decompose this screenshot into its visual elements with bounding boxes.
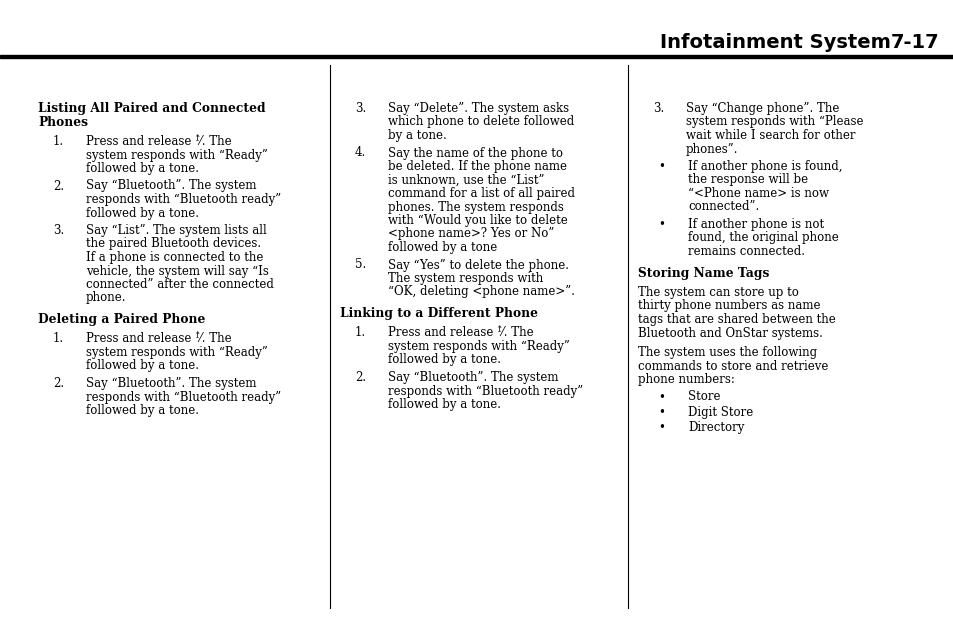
Text: •: • xyxy=(658,160,664,173)
Text: 1.: 1. xyxy=(53,135,64,148)
Text: by a tone.: by a tone. xyxy=(388,129,446,142)
Text: 3.: 3. xyxy=(53,224,64,237)
Text: phones”.: phones”. xyxy=(685,142,738,156)
Text: Deleting a Paired Phone: Deleting a Paired Phone xyxy=(38,313,205,326)
Text: command for a list of all paired: command for a list of all paired xyxy=(388,187,575,200)
Text: Say “Delete”. The system asks: Say “Delete”. The system asks xyxy=(388,102,569,115)
Text: Say “Bluetooth”. The system: Say “Bluetooth”. The system xyxy=(86,179,256,193)
Text: followed by a tone.: followed by a tone. xyxy=(86,162,199,175)
Text: found, the original phone: found, the original phone xyxy=(687,232,838,244)
Text: Say the name of the phone to: Say the name of the phone to xyxy=(388,147,562,160)
Text: phone.: phone. xyxy=(86,292,127,304)
Text: Say “List”. The system lists all: Say “List”. The system lists all xyxy=(86,224,267,237)
Text: Store: Store xyxy=(687,390,720,403)
Text: vehicle, the system will say “Is: vehicle, the system will say “Is xyxy=(86,265,269,278)
Text: Infotainment System: Infotainment System xyxy=(659,33,890,52)
Text: 2.: 2. xyxy=(53,179,64,193)
Text: Storing Name Tags: Storing Name Tags xyxy=(638,267,768,279)
Text: followed by a tone.: followed by a tone. xyxy=(86,404,199,417)
Text: Linking to a Different Phone: Linking to a Different Phone xyxy=(339,307,537,320)
Text: •: • xyxy=(658,218,664,231)
Text: 7-17: 7-17 xyxy=(889,33,938,52)
Text: 4.: 4. xyxy=(355,147,366,160)
Text: Press and release ⅟̀. The: Press and release ⅟̀. The xyxy=(388,327,533,339)
Text: followed by a tone.: followed by a tone. xyxy=(388,353,500,366)
Text: system responds with “Please: system responds with “Please xyxy=(685,115,862,128)
Text: If another phone is found,: If another phone is found, xyxy=(687,160,841,173)
Text: connected”.: connected”. xyxy=(687,200,759,214)
Text: tags that are shared between the: tags that are shared between the xyxy=(638,313,835,326)
Text: 2.: 2. xyxy=(53,377,64,390)
Text: responds with “Bluetooth ready”: responds with “Bluetooth ready” xyxy=(86,193,281,206)
Text: <phone name>? Yes or No”: <phone name>? Yes or No” xyxy=(388,228,554,241)
Text: •: • xyxy=(658,406,664,419)
Text: thirty phone numbers as name: thirty phone numbers as name xyxy=(638,299,820,313)
Text: 2.: 2. xyxy=(355,371,366,384)
Text: connected” after the connected: connected” after the connected xyxy=(86,278,274,291)
Text: “OK, deleting <phone name>”.: “OK, deleting <phone name>”. xyxy=(388,285,575,299)
Text: If a phone is connected to the: If a phone is connected to the xyxy=(86,251,263,264)
Text: Bluetooth and OnStar systems.: Bluetooth and OnStar systems. xyxy=(638,327,822,339)
Text: with “Would you like to delete: with “Would you like to delete xyxy=(388,214,567,227)
Text: followed by a tone.: followed by a tone. xyxy=(86,359,199,373)
Text: followed by a tone.: followed by a tone. xyxy=(86,207,199,219)
Text: be deleted. If the phone name: be deleted. If the phone name xyxy=(388,160,566,173)
Text: the response will be: the response will be xyxy=(687,174,807,186)
Text: followed by a tone: followed by a tone xyxy=(388,241,497,254)
Text: is unknown, use the “List”: is unknown, use the “List” xyxy=(388,174,544,186)
Text: Say “Yes” to delete the phone.: Say “Yes” to delete the phone. xyxy=(388,258,568,272)
Text: Say “Bluetooth”. The system: Say “Bluetooth”. The system xyxy=(388,371,558,384)
Text: system responds with “Ready”: system responds with “Ready” xyxy=(388,340,569,353)
Text: followed by a tone.: followed by a tone. xyxy=(388,398,500,411)
Text: •: • xyxy=(658,422,664,434)
Text: Say “Bluetooth”. The system: Say “Bluetooth”. The system xyxy=(86,377,256,390)
Text: responds with “Bluetooth ready”: responds with “Bluetooth ready” xyxy=(388,385,582,397)
Text: the paired Bluetooth devices.: the paired Bluetooth devices. xyxy=(86,237,261,251)
Text: •: • xyxy=(658,390,664,403)
Text: system responds with “Ready”: system responds with “Ready” xyxy=(86,149,268,161)
Text: 1.: 1. xyxy=(53,332,64,346)
Text: Digit Store: Digit Store xyxy=(687,406,753,419)
Text: Press and release ⅟̀. The: Press and release ⅟̀. The xyxy=(86,135,232,148)
Text: wait while I search for other: wait while I search for other xyxy=(685,129,855,142)
Text: “<Phone name> is now: “<Phone name> is now xyxy=(687,187,828,200)
Text: 5.: 5. xyxy=(355,258,366,272)
Text: which phone to delete followed: which phone to delete followed xyxy=(388,115,574,128)
Text: system responds with “Ready”: system responds with “Ready” xyxy=(86,346,268,359)
Text: Directory: Directory xyxy=(687,422,743,434)
Bar xyxy=(0,55,953,58)
Text: 3.: 3. xyxy=(355,102,366,115)
Text: commands to store and retrieve: commands to store and retrieve xyxy=(638,359,827,373)
Text: phone numbers:: phone numbers: xyxy=(638,373,734,386)
Text: Say “Change phone”. The: Say “Change phone”. The xyxy=(685,102,839,115)
Text: Listing All Paired and Connected: Listing All Paired and Connected xyxy=(38,102,265,115)
Text: The system responds with: The system responds with xyxy=(388,272,542,285)
Text: 3.: 3. xyxy=(652,102,663,115)
Text: The system can store up to: The system can store up to xyxy=(638,286,798,299)
Text: Phones: Phones xyxy=(38,115,88,128)
Text: phones. The system responds: phones. The system responds xyxy=(388,200,563,214)
Text: The system uses the following: The system uses the following xyxy=(638,346,817,359)
Text: If another phone is not: If another phone is not xyxy=(687,218,823,231)
Text: remains connected.: remains connected. xyxy=(687,245,804,258)
Text: responds with “Bluetooth ready”: responds with “Bluetooth ready” xyxy=(86,390,281,403)
Text: Press and release ⅟̀. The: Press and release ⅟̀. The xyxy=(86,332,232,346)
Text: 1.: 1. xyxy=(355,327,366,339)
